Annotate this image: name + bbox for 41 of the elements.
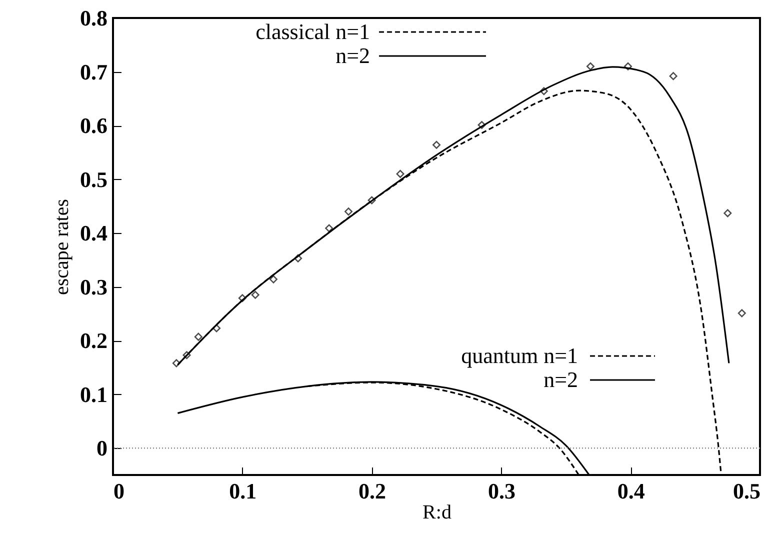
point (432, 140, 441, 149)
legend-label: quantum n=1 (461, 343, 578, 368)
y-tick-label: 0.3 (80, 274, 108, 300)
point (212, 324, 221, 332)
y-tick-label: 0.2 (80, 328, 108, 354)
point (172, 359, 180, 368)
y-tick-label: 0.4 (80, 220, 108, 246)
y-tick-label: 0.1 (80, 382, 108, 407)
legend-label: n=2 (336, 43, 370, 68)
y-axis-title: escape rates (51, 198, 73, 296)
point (724, 209, 732, 218)
legend-label: classical n=1 (256, 19, 370, 44)
y-tick-label: 0.6 (80, 113, 108, 138)
point (738, 309, 746, 318)
x-tick-label: 0.2 (358, 478, 386, 504)
point (251, 290, 260, 299)
point (238, 294, 246, 302)
legend-label: n=2 (544, 367, 578, 392)
y-tick-label: 0 (96, 436, 108, 461)
point (269, 275, 278, 284)
point (368, 196, 376, 204)
point (586, 62, 594, 70)
x-tick-label: 0.4 (617, 478, 645, 504)
x-tick-label: 0 (114, 478, 124, 504)
point (396, 170, 404, 178)
y-tick-label: 0.7 (80, 59, 108, 84)
point (194, 332, 202, 341)
y-tick-label: 0.5 (80, 166, 108, 192)
point (478, 120, 486, 129)
point (182, 351, 191, 360)
x-axis-title: R:d (422, 502, 452, 524)
point (669, 72, 678, 80)
point (540, 87, 548, 96)
x-tick-label: 0.1 (229, 478, 257, 504)
point (325, 224, 334, 232)
point (624, 62, 632, 70)
x-tick-label: 0.5 (733, 478, 760, 504)
y-tick-label: 0.8 (80, 6, 108, 30)
point (344, 208, 353, 216)
x-tick-label: 0.3 (488, 478, 516, 504)
point (294, 254, 302, 262)
